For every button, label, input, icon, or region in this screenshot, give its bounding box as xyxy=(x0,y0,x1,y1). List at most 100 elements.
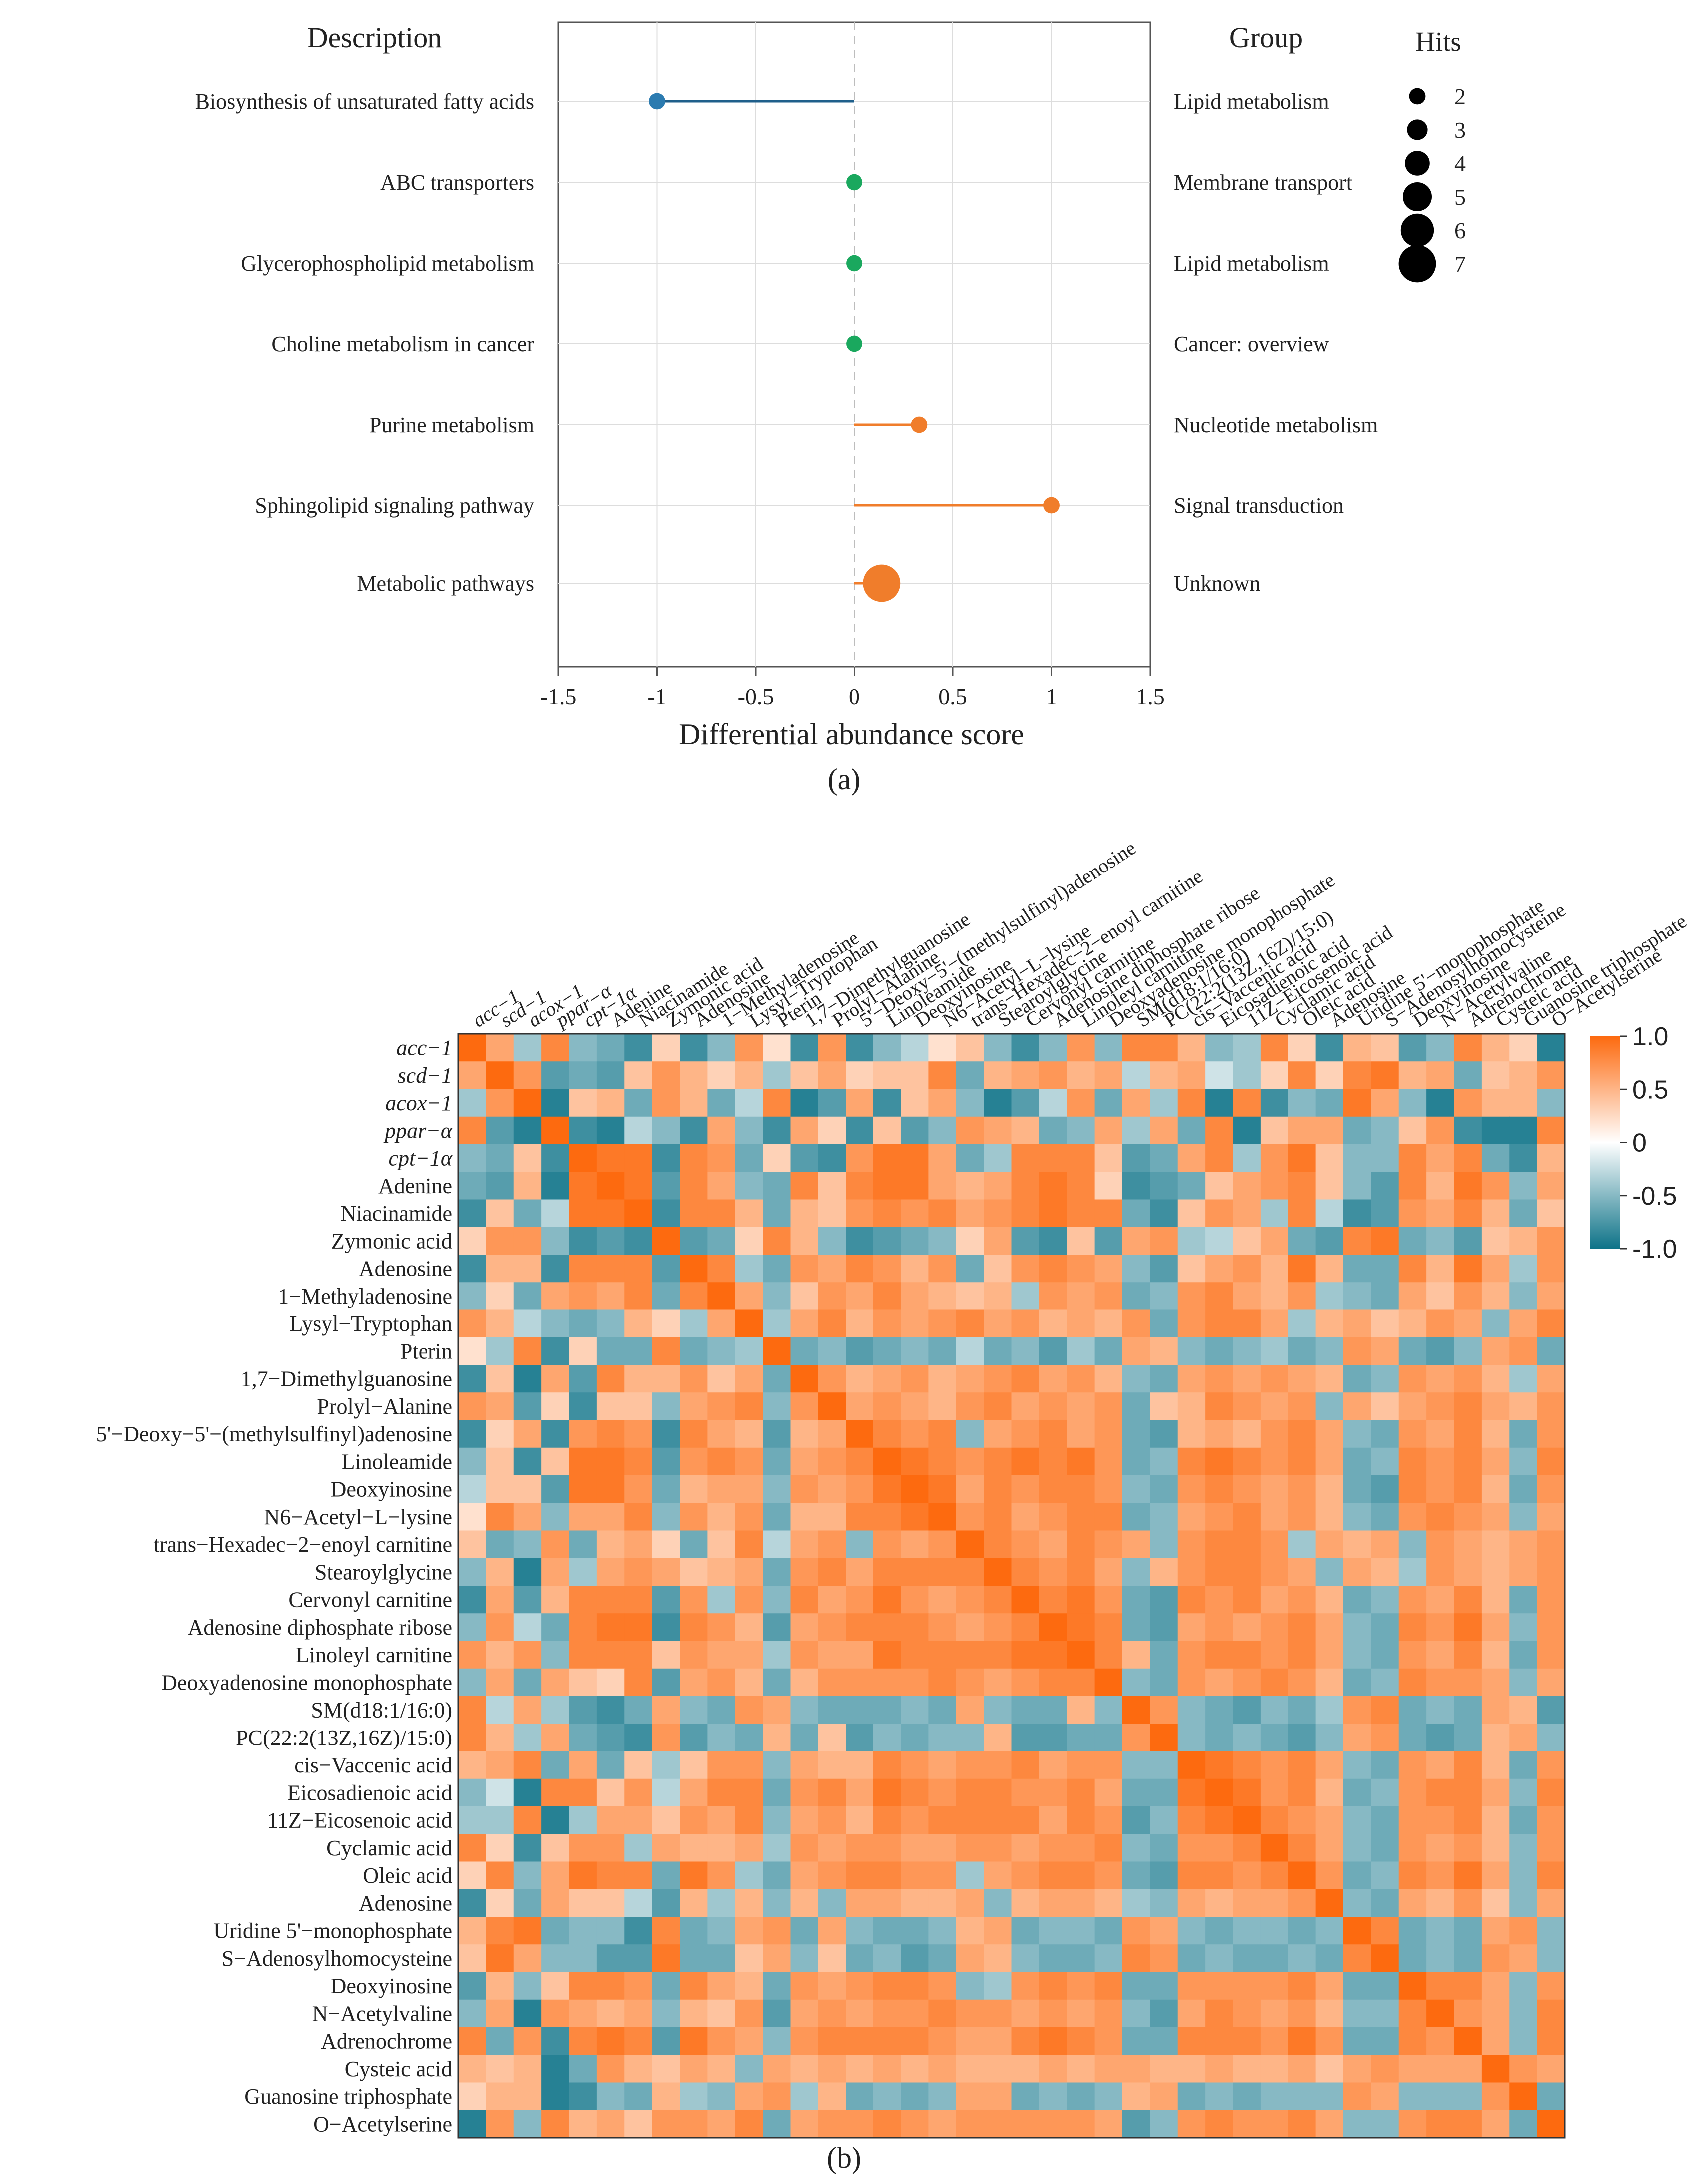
heatmap-cell xyxy=(735,1227,763,1255)
heatmap-cell xyxy=(652,2082,680,2111)
heatmap-cell xyxy=(541,1558,570,1586)
heatmap-cell xyxy=(956,1641,984,1669)
heatmap-cell xyxy=(541,1972,570,2000)
heatmap-cell xyxy=(1537,1199,1565,1228)
heatmap-cell xyxy=(818,1116,846,1145)
heatmap-cell xyxy=(901,1806,929,1834)
x-tick-label: 0.5 xyxy=(938,684,967,709)
heatmap-cell xyxy=(984,2082,1012,2111)
heatmap-cell xyxy=(1067,1917,1095,1945)
heatmap-cell xyxy=(1315,1917,1344,1945)
heatmap-cell xyxy=(707,1475,736,1503)
heatmap-cell xyxy=(763,1337,791,1365)
heatmap-cell xyxy=(1260,2055,1288,2083)
heatmap-cell xyxy=(1233,1199,1261,1228)
heatmap-cell xyxy=(513,1255,542,1283)
heatmap-cell xyxy=(1454,1199,1482,1228)
heatmap-cell xyxy=(735,1806,763,1834)
heatmap-cell xyxy=(956,1255,984,1283)
heatmap-cell xyxy=(1039,1696,1067,1724)
heatmap-cell xyxy=(956,1861,984,1890)
heatmap-cell xyxy=(1177,1586,1206,1614)
heatmap-cell xyxy=(873,1834,901,1862)
heatmap-cell xyxy=(1537,1889,1565,1917)
heatmap-cell xyxy=(1343,2055,1371,2083)
lollipop-point xyxy=(846,174,862,191)
heatmap-cell xyxy=(1371,1696,1399,1724)
heatmap-cell xyxy=(901,2082,929,2111)
heatmap-cell xyxy=(763,2082,791,2111)
heatmap-cell xyxy=(1426,1227,1455,1255)
heatmap-row-label: Stearoylglycine xyxy=(315,1560,452,1584)
heatmap-cell xyxy=(707,1999,736,2028)
heatmap-cell xyxy=(1011,1116,1040,1145)
heatmap-cell xyxy=(1371,1061,1399,1090)
heatmap-cell xyxy=(984,1227,1012,1255)
heatmap-cell xyxy=(1426,1999,1455,2028)
heatmap-cell xyxy=(1011,1420,1040,1448)
heatmap-cell xyxy=(1233,2055,1261,2083)
heatmap-cell xyxy=(1398,1917,1427,1945)
heatmap-cell xyxy=(984,1834,1012,1862)
heatmap-cell xyxy=(1398,1751,1427,1779)
heatmap-cell xyxy=(1094,1586,1123,1614)
heatmap-cell xyxy=(956,1309,984,1338)
heatmap-cell xyxy=(1150,1227,1178,1255)
heatmap-cell xyxy=(596,2082,625,2111)
heatmap-cell xyxy=(1122,2110,1150,2138)
heatmap-cell xyxy=(818,1227,846,1255)
heatmap-cell xyxy=(901,1172,929,1200)
heatmap-cell xyxy=(1454,1144,1482,1172)
heatmap-cell xyxy=(1481,2055,1510,2083)
heatmap-cell xyxy=(486,1613,514,1642)
heatmap-cell xyxy=(901,1116,929,1145)
heatmap-cell xyxy=(1011,1255,1040,1283)
heatmap-cell xyxy=(1177,1530,1206,1559)
heatmap-cell xyxy=(1205,1089,1234,1117)
heatmap-cell xyxy=(513,2082,542,2111)
heatmap-cell xyxy=(1288,1503,1316,1531)
heatmap-cell xyxy=(652,1144,680,1172)
heatmap-cell xyxy=(1122,1337,1150,1365)
heatmap-cell xyxy=(1315,1586,1344,1614)
heatmap-cell xyxy=(1094,1696,1123,1724)
heatmap-cell xyxy=(1011,2082,1040,2111)
heatmap-cell xyxy=(763,1475,791,1503)
heatmap-cell xyxy=(1094,1116,1123,1145)
heatmap-cell xyxy=(984,1586,1012,1614)
heatmap-cell xyxy=(1315,1227,1344,1255)
heatmap-cell xyxy=(873,1696,901,1724)
heatmap-row-label: S−Adenosylhomocysteine xyxy=(222,1946,452,1971)
heatmap-cell xyxy=(790,1613,819,1642)
heatmap-cell xyxy=(1205,1696,1234,1724)
heatmap-cell xyxy=(956,1034,984,1062)
heatmap-cell xyxy=(1454,2082,1482,2111)
heatmap-cell xyxy=(1481,1999,1510,2028)
heatmap-cell xyxy=(1343,1613,1371,1642)
heatmap-cell xyxy=(1150,1034,1178,1062)
heatmap-cell xyxy=(790,1365,819,1393)
heatmap-cell xyxy=(763,1447,791,1476)
colorbar xyxy=(1590,1036,1620,1249)
heatmap-cell xyxy=(458,1889,486,1917)
heatmap-cell xyxy=(790,1475,819,1503)
heatmap-cell xyxy=(1067,1447,1095,1476)
heatmap-cell xyxy=(680,1696,708,1724)
heatmap-cell xyxy=(1537,1447,1565,1476)
heatmap-cell xyxy=(1177,1641,1206,1669)
heatmap-cell xyxy=(1426,1199,1455,1228)
heatmap-cell xyxy=(1039,1889,1067,1917)
heatmap-cell xyxy=(735,2110,763,2138)
heatmap-cell xyxy=(1011,1806,1040,1834)
heatmap-cell xyxy=(652,1420,680,1448)
heatmap-cell xyxy=(1509,2082,1538,2111)
heatmap-cell xyxy=(735,1972,763,2000)
heatmap-cell xyxy=(790,1696,819,1724)
heatmap-cell xyxy=(1426,1778,1455,1807)
heatmap-cell xyxy=(569,1392,597,1421)
heatmap-cell xyxy=(1150,1392,1178,1421)
lollipop-point xyxy=(846,335,862,352)
heatmap-cell xyxy=(513,1089,542,1117)
heatmap-cell xyxy=(1177,1061,1206,1090)
heatmap-cell xyxy=(652,2110,680,2138)
